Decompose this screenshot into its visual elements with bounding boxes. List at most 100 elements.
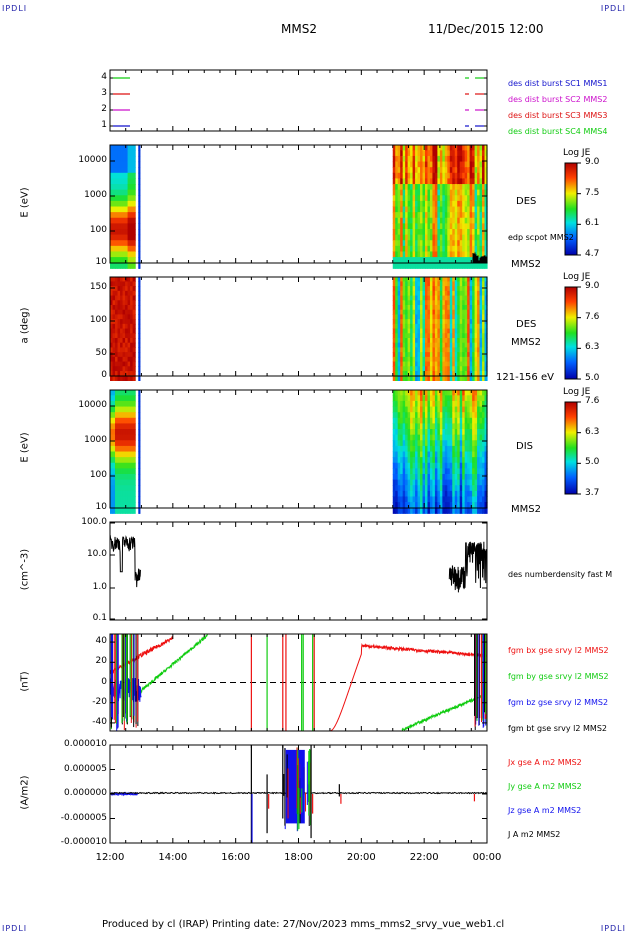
des_pitch-cell <box>117 281 121 287</box>
dis_energy-cell <box>407 400 411 408</box>
des_energy-cell <box>112 234 116 241</box>
des_energy-cell <box>127 228 131 236</box>
des_pitch-cell <box>407 342 411 348</box>
des_energy-cell <box>400 195 404 202</box>
dis_energy-cell <box>444 457 448 464</box>
dis_energy-cell <box>472 423 476 430</box>
des_pitch-cell <box>472 361 476 367</box>
des_energy-cell <box>138 223 140 230</box>
des_energy-cell <box>395 195 399 202</box>
dis_energy-cell <box>112 417 116 424</box>
dis_energy-cell <box>112 451 116 458</box>
des_energy-cell <box>130 240 134 247</box>
des_pitch-cell <box>122 375 126 381</box>
des_energy-cell <box>444 262 448 269</box>
des_energy-cell <box>405 223 409 230</box>
des_energy-cell <box>402 240 406 247</box>
des_energy-cell <box>452 195 456 202</box>
des_pitch-cell <box>467 352 471 358</box>
des_pitch-cell <box>120 286 124 292</box>
des_energy-cell <box>130 262 134 269</box>
dis_energy-cell <box>420 490 424 498</box>
dis_energy-cell <box>112 412 116 419</box>
dis_energy-cell <box>442 434 446 441</box>
des_energy-cell <box>484 245 488 253</box>
des_energy-cell <box>454 262 458 269</box>
des_pitch-cell <box>117 375 121 381</box>
des_pitch-cell <box>477 375 481 381</box>
des_energy-cell <box>432 240 436 247</box>
dis_energy-cell <box>479 406 483 413</box>
des_pitch-cell <box>410 290 414 297</box>
dis_energy-cell <box>139 423 141 430</box>
des_energy-cell <box>405 257 409 264</box>
dis_energy-cell <box>462 440 466 447</box>
des_pitch-cell <box>139 356 141 363</box>
dis_energy-cell <box>110 400 114 408</box>
des_energy-ylabel: E (eV) <box>19 187 31 218</box>
des_energy-cell <box>432 144 436 151</box>
des_energy-cell <box>139 228 141 236</box>
des_pitch-cell <box>434 328 438 334</box>
dis_energy-cell <box>479 479 483 486</box>
bfield-ylabel: (nT) <box>19 670 31 692</box>
dis_energy-cell <box>405 485 409 492</box>
des_pitch-cell <box>410 366 414 372</box>
by-line <box>401 695 482 731</box>
des_pitch-cell <box>392 286 396 292</box>
des_energy-cell <box>449 234 453 241</box>
des_pitch-cell <box>120 300 124 306</box>
des_pitch-cell <box>392 347 396 353</box>
des_pitch-cell <box>130 370 134 377</box>
des_energy-cell <box>420 257 424 264</box>
des_energy-cell <box>407 240 411 247</box>
des_pitch-cell <box>420 375 424 381</box>
dis_energy-cell <box>432 490 436 498</box>
dis_energy-cell <box>410 445 414 453</box>
dis_energy-cell <box>410 400 414 408</box>
des_energy-cell <box>400 178 404 185</box>
dis_energy-cell <box>400 434 404 441</box>
des_pitch-cell <box>449 352 453 358</box>
dis_energy-cell <box>397 417 401 424</box>
dis_energy-cell <box>392 395 396 402</box>
dis_energy-cell <box>444 507 448 514</box>
des_pitch-cell <box>444 281 448 287</box>
des_pitch-cell <box>139 366 141 372</box>
des_pitch-cell <box>397 314 401 320</box>
des_pitch-cell <box>410 370 414 377</box>
dis_energy-cell <box>454 434 458 441</box>
dis_energy-cell <box>125 479 129 486</box>
des_pitch-cell <box>125 342 129 348</box>
des_energy-cell <box>120 257 124 264</box>
des_pitch-cell <box>417 370 421 377</box>
dis_energy-cell <box>112 395 116 402</box>
des_energy-cell <box>130 212 134 219</box>
des_pitch-cell <box>437 361 441 367</box>
des_pitch-cell <box>125 300 129 306</box>
des_pitch-cell <box>429 304 434 311</box>
des_pitch-cell <box>400 370 404 377</box>
des_energy-cell <box>112 167 116 174</box>
des_energy-cell <box>484 228 488 236</box>
dis_energy-cell <box>444 429 448 436</box>
dis_energy-cell <box>412 457 416 464</box>
des_energy-cell <box>434 228 438 236</box>
des_energy-cell <box>415 144 419 151</box>
des_pitch-cell <box>474 361 478 367</box>
dis_energy-cell <box>120 440 124 447</box>
des_energy-cell <box>415 161 419 168</box>
dis_energy-cell <box>420 457 424 464</box>
des_pitch-cell <box>417 323 421 330</box>
des_energy-cell <box>462 234 466 241</box>
dis_energy-cell <box>467 462 471 469</box>
des_pitch-cell <box>405 319 409 325</box>
dis_energy-cell <box>402 496 406 503</box>
dis_energy-cell <box>139 400 141 408</box>
des_pitch-cell <box>400 366 404 372</box>
dis_energy-cell <box>474 462 478 469</box>
dis_energy-cell <box>410 451 414 458</box>
dis_energy-cell <box>477 400 481 408</box>
dis_energy-cell <box>420 412 424 419</box>
des_energy-cell <box>449 251 453 258</box>
